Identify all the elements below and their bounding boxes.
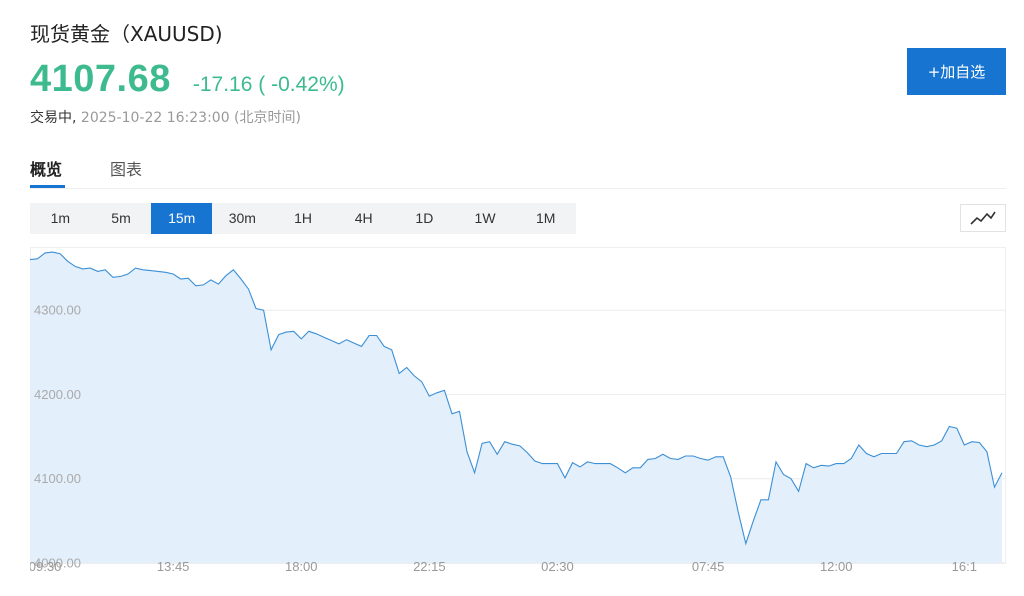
interval-1w[interactable]: 1W	[474, 210, 496, 226]
price-chart[interactable]: 4300.00 4200.00 4100.00 4000.00 09:30 13:45 18…	[30, 247, 1006, 583]
y-tick-label: 4200.00	[34, 387, 81, 402]
x-tick-label: 13:45	[157, 559, 190, 574]
line-chart-icon	[970, 211, 996, 225]
interval-5m[interactable]: 5m	[111, 210, 131, 226]
interval-1m[interactable]: 1m	[50, 210, 71, 226]
price-change: -17.16 ( -0.42%)	[192, 73, 345, 96]
add-to-watchlist-button[interactable]: +加自选	[907, 48, 1006, 95]
trading-status: 交易中,	[30, 110, 77, 126]
quote-timestamp: 2025-10-22 16:23:00 (北京时间)	[80, 110, 301, 126]
x-tick-label: 22:15	[413, 559, 446, 574]
y-tick-label: 4100.00	[34, 471, 81, 486]
x-tick-label: 02:30	[541, 559, 574, 574]
interval-1h[interactable]: 1H	[294, 210, 312, 226]
status-row: 交易中, 2025-10-22 16:23:00 (北京时间)	[30, 107, 301, 127]
y-tick-label: 4000.00	[34, 556, 81, 571]
last-price: 4107.68	[30, 58, 171, 100]
interval-15m[interactable]: 15m	[151, 203, 213, 234]
x-tick-label: 16:1	[952, 559, 977, 574]
price-row: 4107.68 -17.16 ( -0.42%)	[30, 58, 345, 102]
interval-1mo[interactable]: 1M	[535, 210, 556, 226]
tab-bar: 概览 图表	[30, 150, 1006, 189]
price-line	[30, 251, 1003, 546]
x-tick-label: 07:45	[692, 559, 725, 574]
interval-selector: 1m 5m 15m 30m 1H 4H 1D 1W 1M	[30, 203, 576, 234]
interval-4h[interactable]: 4H	[354, 210, 373, 226]
y-tick-label: 4300.00	[34, 303, 81, 318]
chart-type-button[interactable]	[960, 204, 1006, 232]
tab-chart[interactable]: 图表	[110, 160, 143, 179]
active-tab-indicator	[30, 185, 65, 188]
tab-overview[interactable]: 概览	[30, 160, 63, 179]
x-tick-label: 12:00	[820, 559, 853, 574]
instrument-title: 现货黄金（XAUUSD)	[30, 22, 223, 46]
interval-1d[interactable]: 1D	[415, 210, 434, 226]
x-tick-label: 18:00	[285, 559, 318, 574]
interval-30m[interactable]: 30m	[228, 210, 256, 226]
price-area	[30, 252, 1002, 563]
x-tick-label: 09:30	[30, 559, 61, 574]
